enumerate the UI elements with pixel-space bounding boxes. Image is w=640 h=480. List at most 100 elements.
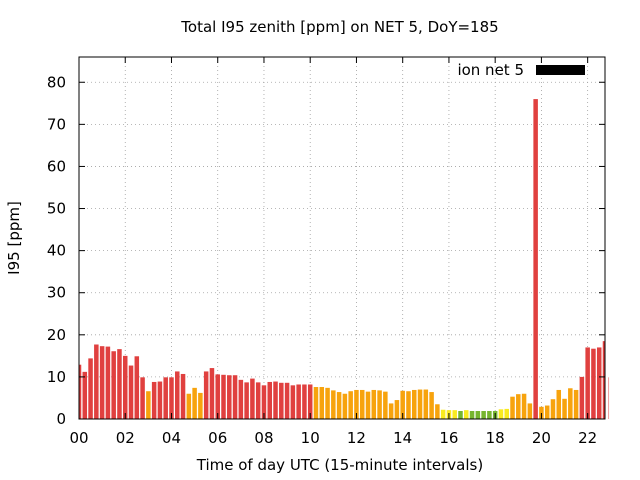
bar: [94, 344, 99, 419]
bar: [336, 392, 342, 419]
bar: [573, 389, 579, 419]
bar: [585, 347, 590, 419]
legend-swatch: [536, 65, 585, 75]
bar: [175, 371, 180, 419]
bar: [365, 391, 371, 419]
bar: [568, 388, 573, 419]
x-tick-label: 18: [486, 429, 505, 447]
bar: [117, 349, 122, 419]
bar: [556, 389, 562, 419]
y-tick-label: 50: [47, 200, 66, 218]
bar: [157, 381, 163, 419]
x-tick-label: 02: [116, 429, 135, 447]
y-tick-label: 40: [47, 242, 66, 260]
bar: [140, 377, 145, 419]
bar: [192, 387, 197, 419]
bar: [163, 377, 168, 419]
bar: [79, 364, 82, 419]
bar: [169, 377, 174, 419]
bar: [452, 410, 457, 419]
bar: [544, 405, 550, 419]
bar: [533, 99, 538, 420]
x-axis-label: Time of day UTC (15-minute intervals): [196, 456, 483, 474]
bar: [504, 408, 509, 419]
bar: [348, 391, 353, 419]
y-tick-label: 20: [47, 326, 66, 344]
bar: [105, 346, 111, 419]
bar: [267, 381, 273, 419]
bar: [279, 382, 284, 419]
y-tick-label: 30: [47, 284, 66, 302]
x-tick-label: 12: [347, 429, 366, 447]
bar: [429, 392, 434, 419]
bar: [608, 377, 610, 419]
bar: [539, 406, 544, 419]
bar: [134, 356, 140, 419]
bar: [203, 371, 209, 419]
chart-title: Total I95 zenith [ppm] on NET 5, DoY=185: [180, 18, 498, 36]
bar: [521, 393, 527, 419]
x-tick-label: 10: [301, 429, 320, 447]
x-tick-label: 08: [254, 429, 273, 447]
bar: [371, 389, 377, 419]
y-axis-label: I95 [ppm]: [5, 201, 23, 275]
bar: [198, 392, 203, 419]
x-tick-label: 00: [69, 429, 88, 447]
bar: [232, 375, 238, 419]
bar: [331, 390, 336, 419]
bar: [383, 391, 388, 419]
bar: [186, 393, 192, 419]
bar: [319, 387, 325, 419]
bar: [238, 379, 244, 419]
bars: [79, 99, 610, 420]
bar: [111, 351, 116, 419]
bar: [342, 393, 348, 419]
bar: [440, 409, 446, 419]
bar: [550, 399, 556, 419]
bar: [255, 382, 261, 419]
bar: [400, 390, 405, 419]
bar: [99, 346, 105, 419]
bar: [146, 391, 151, 419]
bar: [435, 404, 440, 419]
bar: [128, 365, 134, 419]
bar: [377, 390, 382, 419]
bar: [591, 348, 596, 419]
x-tick-label: 14: [393, 429, 412, 447]
y-tick-label: 80: [47, 73, 66, 91]
bar: [221, 374, 226, 419]
bar: [527, 403, 533, 419]
bar: [406, 391, 411, 419]
bar: [325, 387, 330, 419]
bar: [227, 375, 232, 419]
bar: [388, 403, 394, 419]
y-tick-label: 70: [47, 115, 66, 133]
bar: [180, 373, 186, 419]
bar: [481, 411, 486, 419]
bar: [359, 389, 365, 419]
bar: [487, 411, 492, 419]
bar: [579, 376, 585, 419]
bar: [209, 368, 215, 419]
bar: [313, 387, 319, 419]
plot-border: [78, 56, 606, 420]
y-tick-label: 10: [47, 368, 66, 386]
bar: [302, 384, 307, 419]
x-tick-label: 06: [208, 429, 227, 447]
bar: [602, 341, 605, 419]
bar: [510, 396, 515, 419]
y-tick-label: 0: [56, 410, 66, 428]
bar: [296, 384, 301, 419]
ticks: 0 10 20 30 40 50 60 70 80 00 02 04 06 08 10 12 14 16 18 20 2…: [47, 57, 605, 447]
bar: [394, 400, 400, 419]
bar: [261, 385, 267, 419]
bar: [411, 389, 417, 419]
bar: [516, 394, 521, 419]
bar: [464, 410, 469, 419]
bar: [458, 411, 463, 419]
bar: [284, 382, 290, 419]
bar: [562, 398, 567, 419]
bar: [244, 382, 249, 419]
bar: [417, 389, 423, 419]
